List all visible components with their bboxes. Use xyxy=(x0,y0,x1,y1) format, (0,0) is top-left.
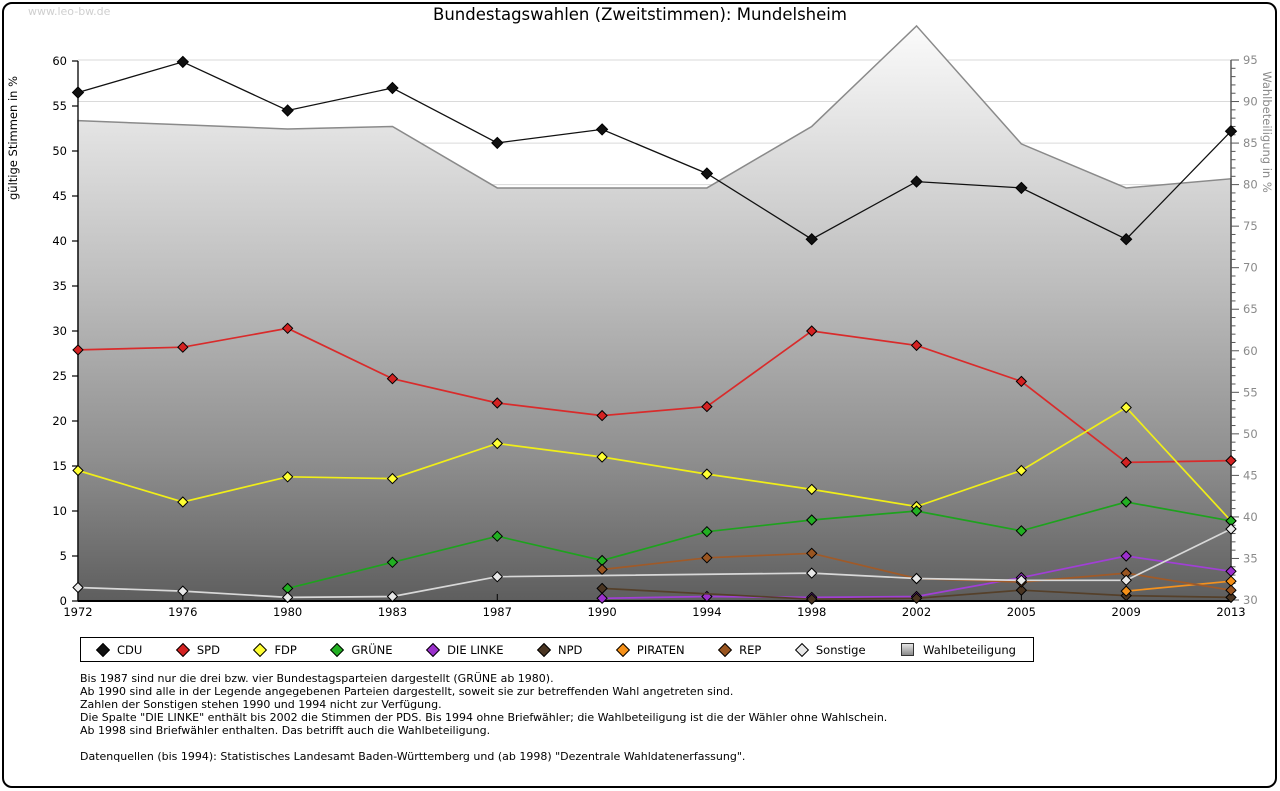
svg-text:55: 55 xyxy=(52,99,67,113)
x-tick-label: 2005 xyxy=(1007,605,1036,619)
chart-title: Bundestagswahlen (Zweitstimmen): Mundels… xyxy=(433,5,847,24)
svg-text:95: 95 xyxy=(1243,53,1258,67)
legend-item-cdu: CDU xyxy=(95,642,143,657)
legend-label: Sonstige xyxy=(815,642,866,657)
x-tick-label: 1987 xyxy=(483,605,512,619)
legend-item-die-linke: DIE LINKE xyxy=(426,642,504,657)
legend-label: PIRATEN xyxy=(636,642,685,657)
left-axis-title: gültige Stimmen in % xyxy=(6,76,20,200)
x-tick-label: 2013 xyxy=(1216,605,1245,619)
x-tick-label: 1983 xyxy=(378,605,407,619)
svg-text:50: 50 xyxy=(52,144,67,158)
x-tick-label: 1972 xyxy=(63,605,92,619)
svg-text:85: 85 xyxy=(1243,136,1258,150)
x-tick-label: 2002 xyxy=(902,605,931,619)
legend-marker-npd-icon xyxy=(536,642,552,657)
right-axis-title: Wahlbeteiligung in % xyxy=(1260,71,1274,193)
svg-text:90: 90 xyxy=(1243,95,1258,109)
svg-text:5: 5 xyxy=(60,549,67,563)
chart-footnotes: Bis 1987 sind nur die drei bzw. vier Bun… xyxy=(80,672,887,763)
footnote-line: Ab 1990 sind alle in der Legende angegeb… xyxy=(80,685,734,698)
svg-text:40: 40 xyxy=(52,234,67,248)
svg-text:55: 55 xyxy=(1243,385,1258,399)
legend-marker-fdp-icon xyxy=(253,642,268,657)
footnote-line: Datenquellen (bis 1994): Statistisches L… xyxy=(80,750,746,763)
legend-label: NPD xyxy=(557,642,583,657)
x-tick-label: 2009 xyxy=(1112,605,1141,619)
legend-marker-sonstige-icon xyxy=(794,642,809,657)
x-tick-label: 1990 xyxy=(587,605,616,619)
svg-text:25: 25 xyxy=(52,369,67,383)
legend-label: DIE LINKE xyxy=(447,642,504,657)
svg-text:40: 40 xyxy=(1243,510,1258,524)
svg-text:15: 15 xyxy=(52,459,67,473)
x-tick-label: 1998 xyxy=(797,605,826,619)
axes: 0 5 10 15 20 25 30 35 40 45 50 55 60 30 35 40 45 50 55 60 65… xyxy=(52,53,1257,619)
svg-text:80: 80 xyxy=(1243,178,1258,192)
svg-text:45: 45 xyxy=(1243,468,1258,482)
legend-item-gr-ne: GRÜNE xyxy=(330,642,393,657)
legend-marker-gr-ne-icon xyxy=(330,642,345,657)
legend-item-wahlbeteiligung: Wahlbeteiligung xyxy=(901,643,1016,657)
legend-marker-piraten-icon xyxy=(615,642,630,657)
site-watermark: www.leo-bw.de xyxy=(28,5,111,18)
legend-label: CDU xyxy=(117,642,143,657)
series-spd xyxy=(72,322,1237,469)
svg-text:45: 45 xyxy=(52,189,67,203)
legend-marker-wahlbeteiligung-icon xyxy=(901,643,915,656)
footnote-line: Ab 1998 sind Briefwähler enthalten. Das … xyxy=(80,724,491,737)
series-cdu xyxy=(71,55,1238,246)
footnote-line: Bis 1987 sind nur die drei bzw. vier Bun… xyxy=(80,672,554,685)
legend-item-fdp: FDP xyxy=(253,642,297,657)
legend-marker-spd-icon xyxy=(175,642,190,657)
footnote-line: Zahlen der Sonstigen stehen 1990 und 199… xyxy=(80,698,442,711)
svg-text:35: 35 xyxy=(1243,551,1258,565)
svg-text:30: 30 xyxy=(1243,593,1258,607)
chart-legend: CDU SPD FDP GRÜNE DIE LINKE NPD PIRATEN REP Sons… xyxy=(80,637,1034,662)
x-tick-label: 1980 xyxy=(273,605,302,619)
series-sonstige xyxy=(72,523,1237,604)
legend-label: SPD xyxy=(196,642,220,657)
legend-item-spd: SPD xyxy=(175,642,220,657)
legend-item-npd: NPD xyxy=(536,642,583,657)
svg-text:75: 75 xyxy=(1243,219,1258,233)
svg-text:60: 60 xyxy=(1243,344,1258,358)
turnout-area xyxy=(77,24,1232,602)
svg-text:60: 60 xyxy=(52,54,67,68)
footnote-line: Die Spalte "DIE LINKE" enthält bis 2002 … xyxy=(80,711,888,724)
footnote-line xyxy=(80,737,887,750)
legend-item-sonstige: Sonstige xyxy=(794,642,866,657)
svg-text:65: 65 xyxy=(1243,302,1258,316)
svg-text:70: 70 xyxy=(1243,261,1258,275)
legend-marker-cdu-icon xyxy=(95,642,111,657)
legend-label: FDP xyxy=(274,642,297,657)
series-piraten xyxy=(1120,575,1237,597)
legend-marker-die-linke-icon xyxy=(426,642,441,657)
legend-label: GRÜNE xyxy=(351,642,393,657)
svg-text:20: 20 xyxy=(52,414,67,428)
legend-label: Wahlbeteiligung xyxy=(923,642,1016,657)
svg-text:0: 0 xyxy=(60,594,67,608)
svg-text:50: 50 xyxy=(1243,427,1258,441)
x-tick-label: 1994 xyxy=(692,605,721,619)
svg-text:35: 35 xyxy=(52,279,67,293)
series-npd xyxy=(596,582,1237,605)
legend-marker-rep-icon xyxy=(718,642,733,657)
svg-text:10: 10 xyxy=(52,504,67,518)
x-tick-label: 1976 xyxy=(168,605,197,619)
chart-svg: 0 5 10 15 20 25 30 35 40 45 50 55 60 30 35 40 45 50 55 60 65… xyxy=(6,24,1274,619)
svg-text:30: 30 xyxy=(52,324,67,338)
legend-item-rep: REP xyxy=(718,642,762,657)
legend-label: REP xyxy=(739,642,762,657)
legend-item-piraten: PIRATEN xyxy=(615,642,685,657)
